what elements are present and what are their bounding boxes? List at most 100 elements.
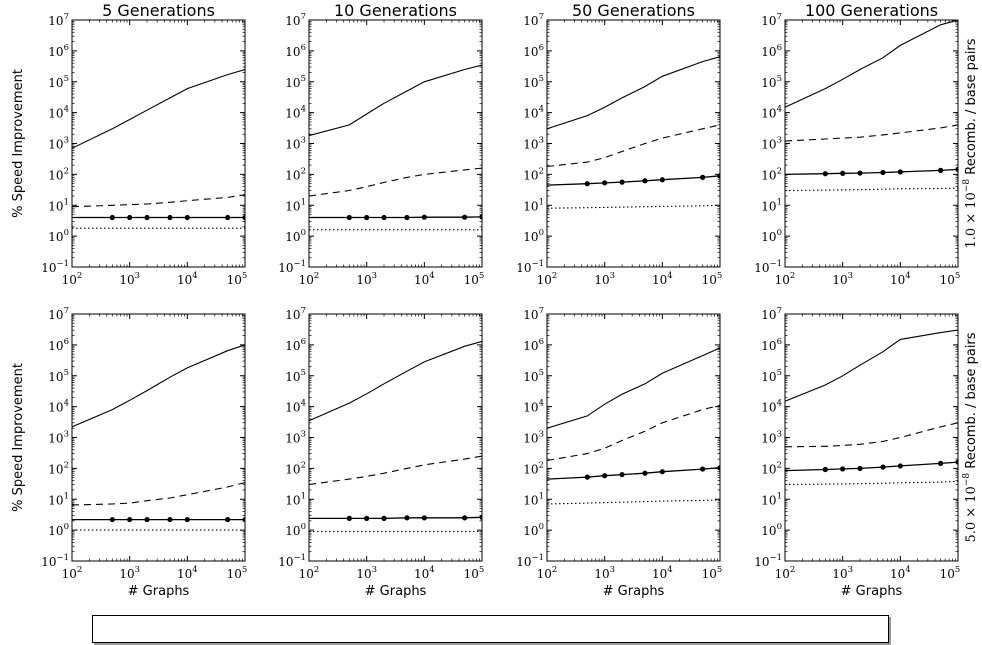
data-point [462,515,468,521]
y-tick-label: 104 [48,105,69,121]
y-tick-label: 103 [48,136,69,152]
y-tick-label: 107 [285,12,306,28]
y-tick-label: 10−1 [516,553,544,569]
data-point [127,516,133,523]
x-tick-label: 102 [537,565,558,581]
y-tick-label: 103 [761,136,782,152]
y-tick-label: 103 [523,136,544,152]
data-point [822,171,828,177]
data-point [584,474,590,480]
data-point [184,214,190,221]
y-tick-label: 100 [523,228,544,244]
data-point [144,214,150,221]
series-line-10-individuals [547,124,720,168]
y-axis-label: % Speed Improvement [11,363,26,512]
data-point [857,170,863,176]
data-point [184,516,190,523]
series-line-4-individuals [547,56,720,130]
series-line-20-individuals [309,216,482,219]
data-point [225,214,231,221]
y-tick-label: 10−1 [41,553,69,569]
data-point [602,180,608,186]
series-line-40-individuals [785,480,958,486]
x-tick-label: 104 [652,271,673,287]
x-tick-label: 105 [227,271,248,287]
panel-title: 50 Generations [572,1,695,20]
y-tick-label: 105 [523,74,544,90]
y-tick-label: 103 [761,430,782,446]
series-line-4-individuals [72,68,245,149]
y-tick-label: 101 [48,491,69,507]
data-point [381,214,387,221]
series-line-4-individuals [785,329,958,402]
y-tick-label: 106 [48,337,69,353]
y-tick-label: 106 [761,337,782,353]
y-tick-label: 101 [761,491,782,507]
panel-4: 10−1 100 101 102 103 104 105 106 107 102 103 104 105… [754,1,960,287]
x-tick-label: 103 [594,565,615,581]
data-point [717,173,720,179]
panel-title: 5 Generations [102,1,215,20]
y-tick-label: 103 [523,430,544,446]
x-tick-label: 102 [775,565,796,581]
y-tick-label: 10−1 [754,553,782,569]
data-point [700,174,706,180]
y-tick-label: 106 [523,337,544,353]
data-point [462,214,468,220]
x-tick-label: 103 [594,271,615,287]
y-tick-label: 106 [761,43,782,59]
series-line-20-individuals [547,467,720,480]
plot-frame [784,313,959,562]
x-tick-label: 103 [832,271,853,287]
x-tick-label: 105 [227,565,248,581]
data-point [479,514,482,520]
x-axis-label: # Graphs [365,584,427,599]
data-point [144,516,150,523]
x-tick-label: 103 [356,271,377,287]
y-tick-label: 105 [285,74,306,90]
data-point [381,515,387,521]
x-tick-label: 104 [177,271,198,287]
x-axis-label: # Graphs [603,584,665,599]
y-tick-label: 104 [285,105,306,121]
data-point [857,465,863,471]
y-tick-label: 10−1 [278,553,306,569]
x-tick-label: 105 [464,565,485,581]
panel-5: 10−1 100 101 102 103 104 105 106 107 102 103 104 105… [11,306,248,599]
data-point [364,515,370,521]
y-tick-label: 102 [523,460,544,476]
series-line-10-individuals [309,455,482,486]
plot-frame [71,19,246,268]
y-tick-label: 100 [285,522,306,538]
x-tick-label: 105 [464,271,485,287]
series-line-10-individuals [785,124,958,142]
y-tick-label: 107 [761,12,782,28]
y-tick-label: 100 [523,522,544,538]
x-tick-label: 102 [537,271,558,287]
y-tick-label: 102 [761,460,782,476]
panel-1: 10−1 100 101 102 103 104 105 106 107 102 103 104 105… [11,1,248,287]
y-tick-label: 102 [523,166,544,182]
series-line-20-individuals [785,461,958,472]
data-point [421,214,427,220]
data-point [404,214,410,221]
data-point [584,181,590,187]
legend-frame [92,615,889,643]
y-tick-label: 101 [285,491,306,507]
data-point [659,177,665,183]
y-tick-label: 101 [285,197,306,213]
data-point [880,464,886,470]
data-point [955,166,958,172]
y-tick-label: 103 [285,136,306,152]
data-point [109,214,115,221]
row-label: 1.0 × 10−8 Recomb. / base pairs [962,38,979,248]
y-tick-label: 105 [523,368,544,384]
panel-7: 10−1 100 101 102 103 104 105 106 107 102 103 104 105… [516,306,722,599]
x-tick-label: 105 [940,565,961,581]
plot-frame [308,313,483,562]
y-tick-label: 102 [48,460,69,476]
data-point [955,459,958,465]
y-tick-label: 105 [761,368,782,384]
panel-title: 100 Generations [805,1,938,20]
x-tick-label: 103 [832,565,853,581]
